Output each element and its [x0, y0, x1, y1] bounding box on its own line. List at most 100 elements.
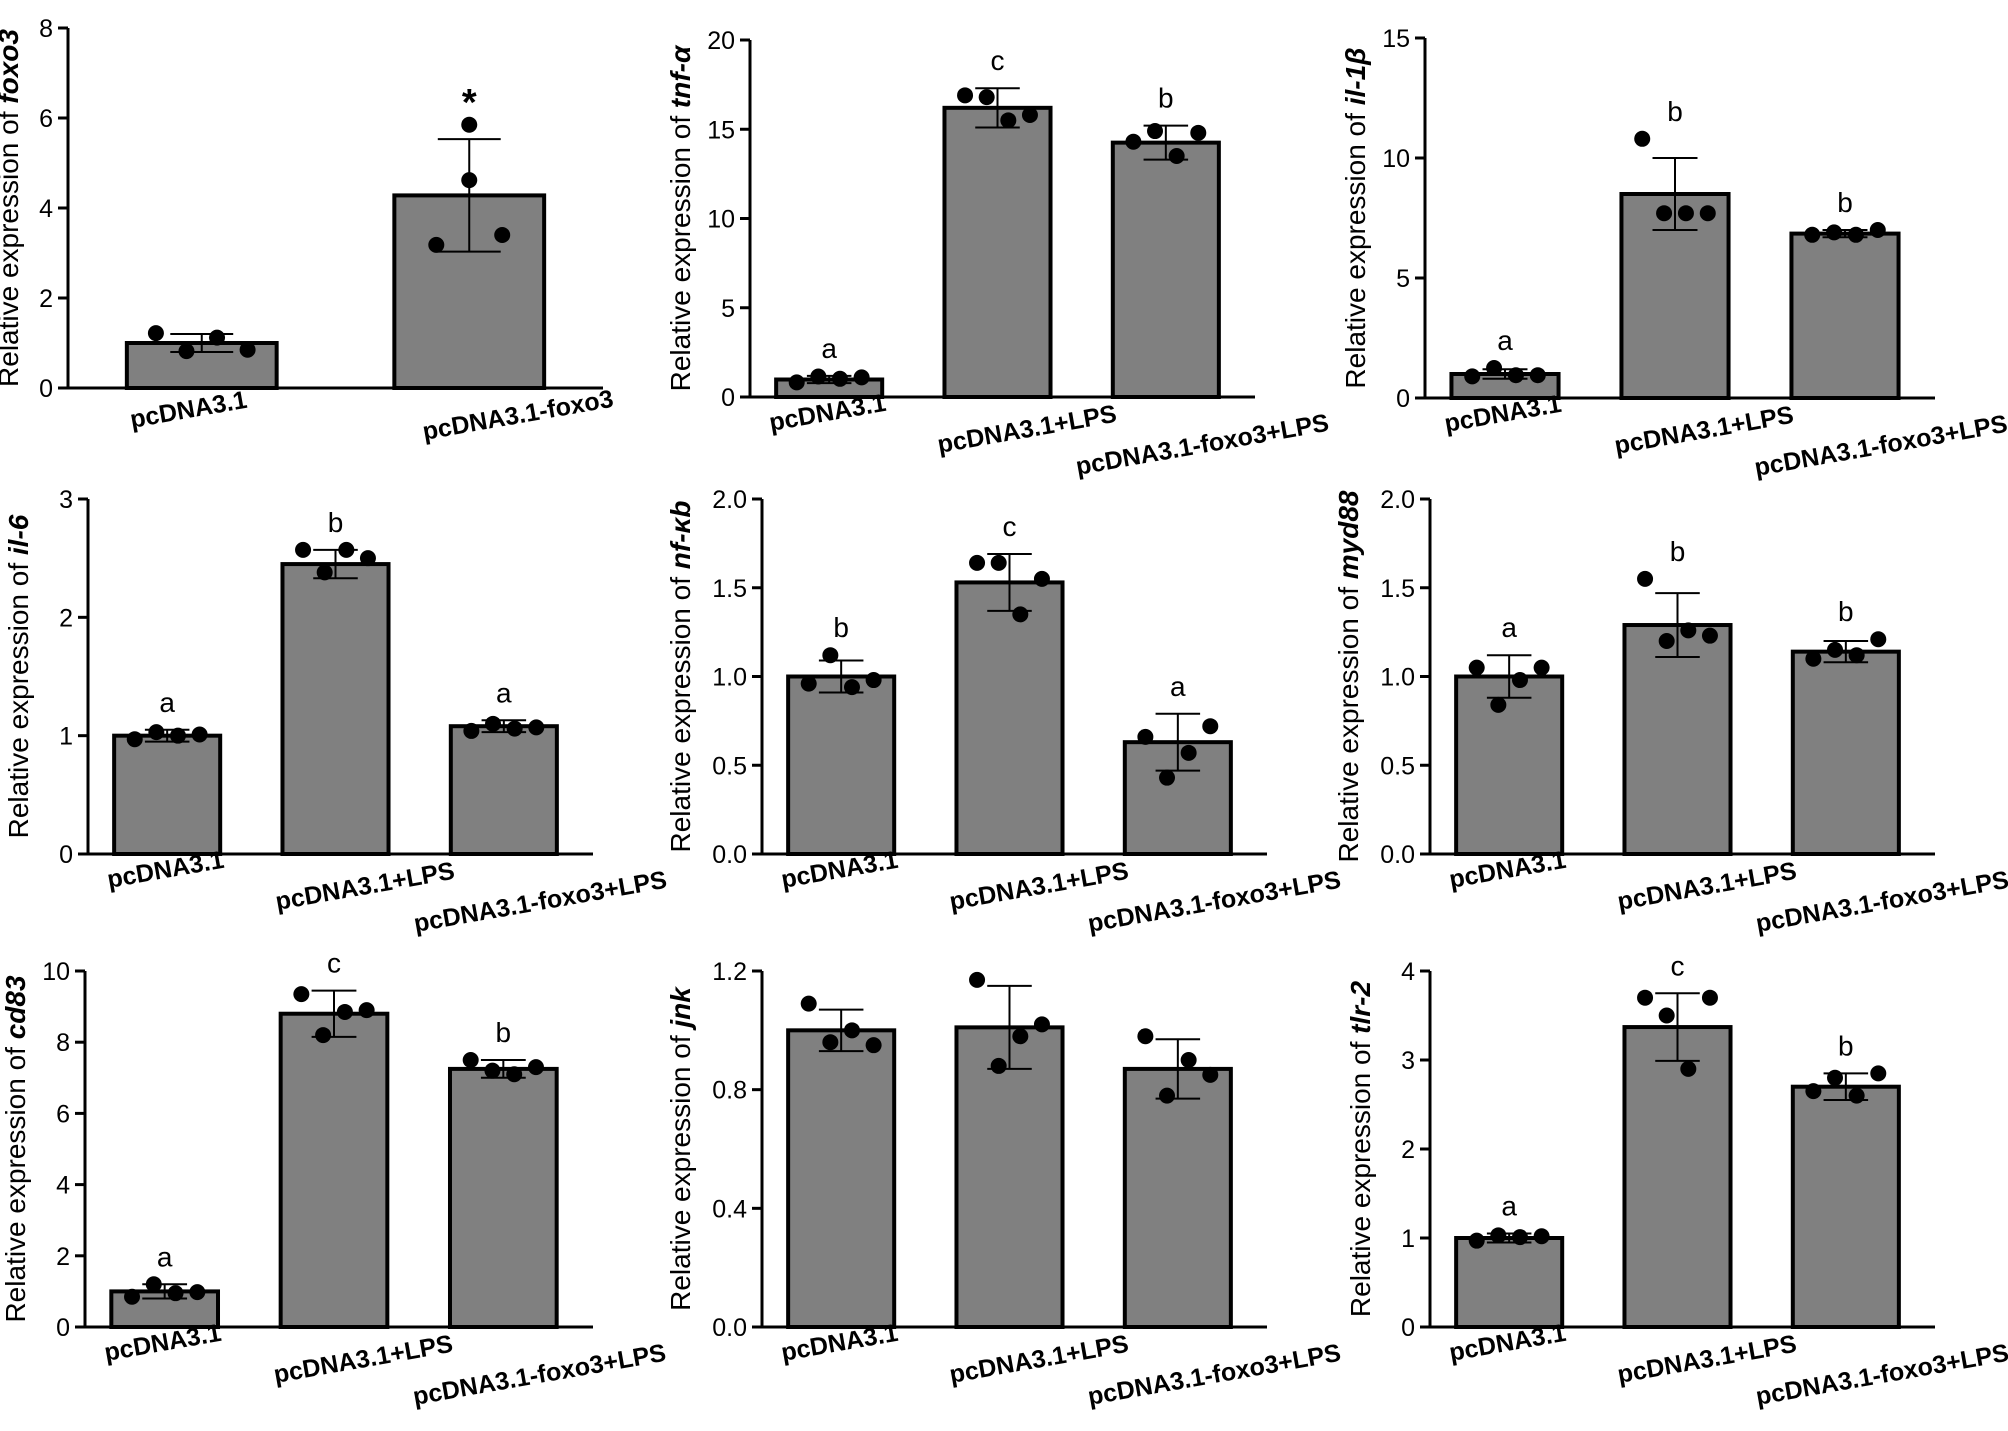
- data-point: [1529, 367, 1546, 384]
- y-tick-label: 0: [1401, 1314, 1415, 1342]
- data-point: [1000, 112, 1017, 129]
- y-tick-label: 5: [721, 295, 735, 323]
- data-point: [295, 541, 312, 558]
- y-tick-label: 0.4: [712, 1195, 747, 1223]
- data-point: [1137, 728, 1154, 745]
- bar-pcDNA3.1: [786, 674, 897, 856]
- data-point: [484, 1062, 501, 1079]
- data-point: [957, 87, 974, 104]
- data-point: [1680, 622, 1697, 639]
- data-point: [1511, 672, 1528, 689]
- data-point: [124, 1288, 141, 1305]
- significance-label: a: [496, 677, 512, 708]
- y-tick-label: 0: [721, 384, 735, 412]
- significance-label: a: [1170, 671, 1186, 702]
- y-axis-label: Relative expression of tlr-2: [1345, 980, 1376, 1317]
- category-label: pcDNA3.1-foxo3: [420, 385, 615, 446]
- data-point: [358, 1002, 375, 1019]
- y-tick-label: 15: [707, 116, 735, 144]
- significance-label: c: [991, 45, 1005, 76]
- data-point: [1180, 744, 1197, 761]
- y-tick-label: 10: [707, 206, 735, 234]
- data-point: [293, 986, 310, 1003]
- data-point: [147, 325, 164, 342]
- data-point: [1680, 1060, 1697, 1077]
- data-point: [239, 341, 256, 358]
- data-point: [800, 995, 817, 1012]
- significance-label: a: [157, 1241, 173, 1272]
- y-tick-label: 1: [59, 723, 73, 751]
- data-point: [990, 554, 1007, 571]
- data-point: [148, 724, 165, 741]
- y-tick-label: 6: [39, 105, 53, 133]
- data-point: [1202, 718, 1219, 735]
- y-tick-label: 1.0: [1380, 664, 1415, 692]
- data-point: [1490, 696, 1507, 713]
- data-point: [969, 554, 986, 571]
- data-point: [1486, 360, 1503, 376]
- category-label: pcDNA3.1: [128, 386, 249, 434]
- data-point: [1870, 1065, 1887, 1082]
- y-tick-label: 1.5: [712, 575, 747, 603]
- significance-label: b: [328, 507, 344, 538]
- significance-label: c: [1003, 511, 1017, 542]
- y-tick-label: 15: [1382, 25, 1410, 53]
- data-point: [428, 236, 445, 253]
- y-tick-label: 0.0: [712, 1314, 747, 1342]
- data-point: [1511, 1229, 1528, 1246]
- significance-label: a: [821, 333, 837, 364]
- y-tick-label: 2.0: [712, 486, 747, 514]
- data-point: [1168, 148, 1185, 165]
- significance-label: b: [1838, 1030, 1854, 1061]
- y-tick-label: 0: [59, 841, 73, 869]
- y-axis-label: Relative expression of myd88: [1333, 490, 1364, 862]
- data-point: [969, 971, 986, 988]
- data-point: [494, 227, 511, 243]
- y-tick-label: 3: [1401, 1047, 1415, 1075]
- significance-label: c: [327, 948, 341, 979]
- y-tick-label: 20: [707, 27, 735, 55]
- data-point: [1658, 1007, 1675, 1024]
- data-point: [1637, 570, 1654, 587]
- data-point: [865, 1037, 882, 1054]
- data-point: [1634, 130, 1651, 147]
- y-tick-label: 8: [39, 15, 53, 43]
- y-tick-label: 4: [1401, 958, 1415, 986]
- data-point: [1827, 1069, 1844, 1086]
- data-point: [1190, 124, 1207, 141]
- bar-pcDNA3.1-foxo3+LPS: [1790, 649, 1901, 857]
- y-tick-label: 1.0: [712, 664, 747, 692]
- data-point: [1202, 1066, 1219, 1083]
- y-tick-label: 0.0: [1380, 841, 1415, 869]
- data-point: [1870, 631, 1887, 648]
- data-point: [1699, 205, 1716, 222]
- data-point: [1847, 226, 1864, 243]
- y-tick-label: 10: [42, 958, 70, 986]
- y-axis-label: Relative expression of jnk: [665, 986, 696, 1311]
- data-point: [1848, 1087, 1865, 1104]
- y-tick-label: 0.8: [712, 1077, 747, 1105]
- data-point: [1658, 633, 1675, 649]
- data-point: [1180, 1052, 1197, 1068]
- data-point: [461, 116, 478, 133]
- panel-nf-κb: 0.0 0.5 1.0 1.5 2.0 Relative expression of nf…: [665, 486, 1343, 938]
- bar-pcDNA3.1-foxo3+LPS: [1789, 231, 1901, 400]
- significance-label: *: [462, 82, 477, 124]
- data-point: [1468, 1232, 1485, 1249]
- data-point: [1507, 367, 1524, 384]
- data-point: [191, 726, 208, 743]
- data-point: [506, 720, 523, 737]
- y-tick-label: 0: [56, 1314, 70, 1342]
- data-point: [978, 89, 995, 106]
- y-tick-label: 4: [39, 195, 53, 223]
- bar-pcDNA3.1: [786, 1028, 897, 1330]
- data-point: [1805, 650, 1822, 667]
- data-point: [1827, 641, 1844, 658]
